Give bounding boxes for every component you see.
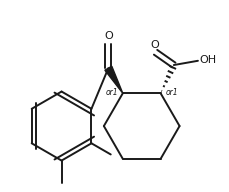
Text: or1: or1: [165, 88, 177, 97]
Text: O: O: [104, 31, 112, 41]
Polygon shape: [104, 66, 122, 93]
Text: O: O: [150, 40, 158, 50]
Text: or1: or1: [105, 88, 117, 97]
Text: OH: OH: [198, 55, 215, 65]
